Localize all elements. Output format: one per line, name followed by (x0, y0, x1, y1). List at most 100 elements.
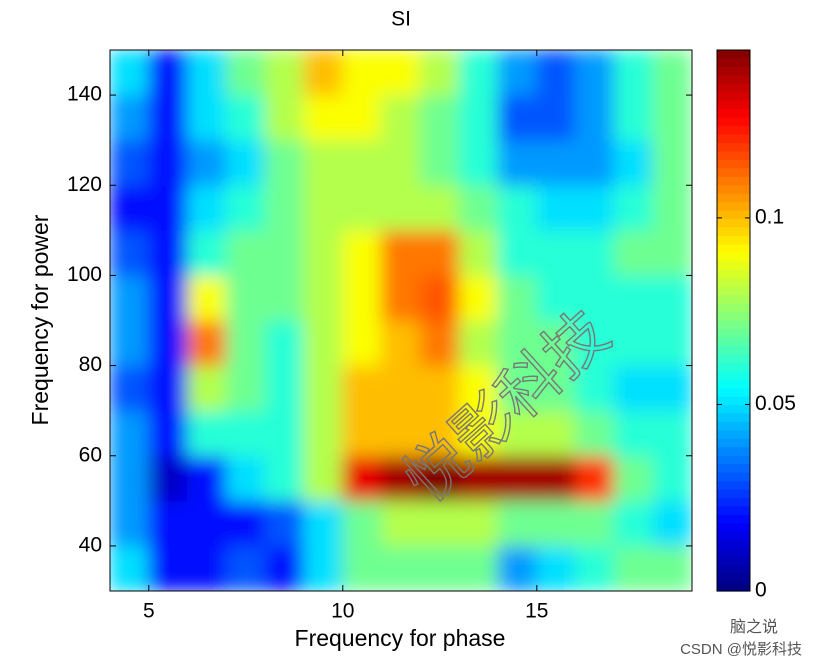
heatmap-cell (536, 365, 577, 412)
heatmap-cell (148, 410, 189, 457)
heatmap-cell (225, 184, 266, 231)
heatmap-cell (381, 139, 421, 186)
colorbar-band (717, 565, 750, 575)
colorbar-band (717, 261, 750, 271)
heatmap-cell (458, 455, 499, 502)
heatmap-cell (497, 320, 538, 367)
heatmap-cell (458, 320, 499, 367)
colorbar-band (717, 362, 750, 372)
heatmap-cell (536, 50, 577, 96)
y-tick-label: 80 (79, 353, 102, 376)
heatmap-cell (652, 455, 692, 502)
heatmap-cell (342, 410, 383, 457)
heatmap-cell (110, 320, 150, 367)
colorbar-band (717, 531, 750, 541)
heatmap-cell (613, 365, 654, 412)
heatmap-cell (652, 229, 692, 276)
heatmap-cell (381, 365, 421, 412)
colorbar-band (717, 320, 750, 330)
heatmap-cell (110, 94, 150, 141)
heatmap-cell (652, 500, 692, 547)
colorbar-band (717, 464, 750, 474)
heatmap-cell (497, 365, 538, 412)
heatmap-cell (225, 365, 266, 412)
heatmap-cell (575, 274, 615, 321)
heatmap-cell (264, 500, 305, 547)
colorbar-band (717, 472, 750, 482)
heatmap-cell (225, 410, 266, 457)
heatmap-cell (187, 274, 227, 321)
heatmap-cell (497, 274, 538, 321)
heatmap-cell (264, 184, 305, 231)
colorbar-band (717, 421, 750, 431)
colorbar-band (717, 430, 750, 440)
heatmap-cell (225, 274, 266, 321)
colorbar-band (717, 523, 750, 533)
heatmap-area (110, 50, 692, 591)
heatmap-cell (536, 184, 577, 231)
heatmap-cell (652, 50, 692, 96)
colorbar-tick-label: 0 (755, 579, 767, 602)
heatmap-cell (419, 139, 460, 186)
colorbar-band (717, 447, 750, 457)
heatmap-cell (575, 410, 615, 457)
heatmap-cell (458, 94, 499, 141)
colorbar-frame (716, 49, 751, 592)
colorbar-band (717, 269, 750, 279)
colorbar-band (717, 185, 750, 195)
heatmap-cell (148, 320, 189, 367)
heatmap-cell (342, 545, 383, 591)
colorbar-tick-label: 0.1 (755, 205, 784, 228)
heatmap-cell (264, 545, 305, 591)
colorbar-band (717, 50, 750, 60)
heatmap-cell (613, 500, 654, 547)
y-tick-label: 60 (79, 443, 102, 466)
y-tick-label: 40 (79, 533, 102, 556)
heatmap-cell (536, 320, 577, 367)
heatmap-cell (419, 545, 460, 591)
heatmap-cell (225, 139, 266, 186)
heatmap-cell (652, 545, 692, 591)
heatmap-cell (652, 320, 692, 367)
colorbar-band (717, 354, 750, 364)
source-note: CSDN @悦影科技 (680, 641, 802, 658)
heatmap-cell (110, 455, 150, 502)
heatmap-cell (187, 50, 227, 96)
colorbar-band (717, 126, 750, 136)
colorbar-band (717, 388, 750, 398)
y-tick-label: 100 (67, 263, 102, 286)
colorbar-band (717, 134, 750, 144)
colorbar-band (717, 582, 750, 592)
heatmap-cell (419, 365, 460, 412)
heatmap-cell (225, 500, 266, 547)
heatmap-cell (303, 365, 344, 412)
heatmap-cell (225, 545, 266, 591)
heatmap-cell (536, 139, 577, 186)
heatmap-cell (342, 50, 383, 96)
heatmap-cell (613, 410, 654, 457)
colorbar-band (717, 168, 750, 178)
colorbar-band (717, 371, 750, 381)
heatmap-cell (303, 274, 344, 321)
colorbar-band (717, 540, 750, 550)
colorbar-band (717, 345, 750, 355)
heatmap-cell (381, 229, 421, 276)
colorbar-band (717, 100, 750, 110)
heatmap-cell (381, 274, 421, 321)
colorbar-band (717, 219, 750, 229)
heatmap-cell (303, 545, 344, 591)
heatmap-cell (148, 229, 189, 276)
heatmap-cell (419, 455, 460, 502)
colorbar-band (717, 506, 750, 516)
colorbar-band (717, 227, 750, 237)
heatmap-cell (536, 94, 577, 141)
colorbar-band (717, 210, 750, 220)
colorbar-tick-label: 0.05 (755, 392, 796, 415)
heatmap-cell (613, 94, 654, 141)
heatmap-cell (342, 94, 383, 141)
y-axis-label: Frequency for power (27, 214, 53, 425)
heatmap-cell (458, 274, 499, 321)
chart-title: SI (391, 8, 411, 31)
heatmap-cell (652, 139, 692, 186)
